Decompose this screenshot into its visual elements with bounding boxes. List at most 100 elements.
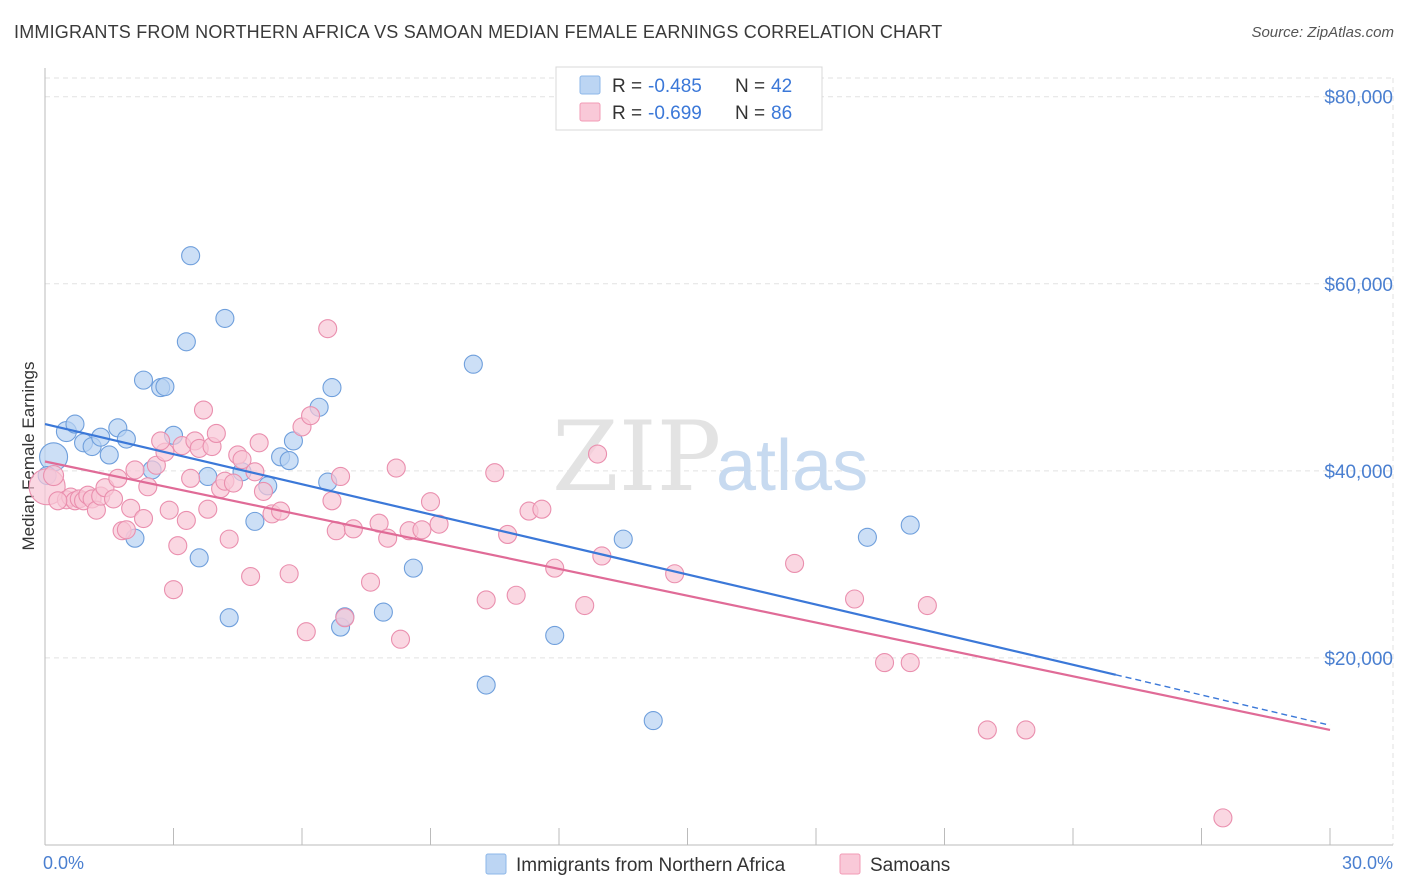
point-samoans xyxy=(206,423,226,443)
point-samoans xyxy=(917,595,937,616)
x-tick-label: 0.0% xyxy=(43,853,84,873)
point-samoans xyxy=(429,514,449,534)
point-samoans xyxy=(785,553,805,574)
point-samoans xyxy=(219,529,239,549)
point-samoans xyxy=(900,653,920,673)
y-tick-label: $80,000 xyxy=(1324,88,1393,109)
point-samoans xyxy=(343,519,363,539)
legend-n-value-immigrants: 42 xyxy=(771,76,792,97)
bottom-legend-swatch-immigrants xyxy=(485,853,507,875)
bottom-legend-samoans: Samoans xyxy=(870,855,950,876)
point-samoans xyxy=(198,499,218,519)
legend-swatch-samoans xyxy=(579,102,601,122)
point-samoans xyxy=(138,477,158,497)
y-tick-label: $60,000 xyxy=(1324,275,1393,296)
series-samoans-points xyxy=(28,319,1233,828)
point-immigrants xyxy=(155,377,175,397)
y-axis-label: Median Female Earnings xyxy=(19,362,38,551)
legend-r-value-immigrants: -0.485 xyxy=(648,76,702,97)
trend-line-immigrants xyxy=(44,423,1117,676)
point-immigrants xyxy=(133,370,154,390)
point-samoans xyxy=(121,498,141,518)
watermark-atlas: atlas xyxy=(716,426,868,506)
point-samoans xyxy=(330,466,351,487)
point-samoans xyxy=(279,564,299,584)
point-samoans xyxy=(476,590,496,610)
point-samoans xyxy=(1016,720,1036,740)
point-samoans xyxy=(322,491,342,511)
point-immigrants xyxy=(322,378,342,398)
point-immigrants xyxy=(373,602,393,622)
point-immigrants xyxy=(857,527,877,547)
point-samoans xyxy=(318,319,338,339)
point-immigrants xyxy=(476,675,496,695)
point-samoans xyxy=(159,500,179,520)
grid-lines xyxy=(45,77,1394,845)
point-immigrants xyxy=(176,332,196,352)
point-samoans xyxy=(420,492,441,512)
point-immigrants xyxy=(99,445,119,465)
point-immigrants xyxy=(463,354,483,374)
point-immigrants xyxy=(900,515,920,535)
point-samoans xyxy=(48,491,68,511)
point-immigrants xyxy=(181,246,201,266)
point-samoans xyxy=(125,460,145,480)
point-immigrants xyxy=(215,308,235,328)
legend-n-value-samoans: 86 xyxy=(771,103,792,124)
point-samoans xyxy=(360,572,381,592)
point-samoans xyxy=(1213,808,1233,828)
point-samoans xyxy=(296,622,316,642)
point-immigrants xyxy=(219,608,239,628)
point-immigrants xyxy=(245,511,265,531)
point-samoans xyxy=(168,536,188,556)
point-immigrants xyxy=(613,529,633,549)
point-samoans xyxy=(116,520,136,540)
point-immigrants xyxy=(279,451,299,471)
point-samoans xyxy=(977,720,997,740)
point-immigrants xyxy=(65,414,85,434)
bottom-legend-swatch-samoans xyxy=(839,853,861,875)
point-samoans xyxy=(232,450,252,470)
y-tick-label: $40,000 xyxy=(1324,462,1393,483)
legend-n-label: N = xyxy=(735,103,765,124)
point-samoans xyxy=(532,499,552,519)
point-immigrants xyxy=(189,548,209,568)
point-immigrants xyxy=(643,711,663,731)
point-samoans xyxy=(133,509,154,529)
point-samoans xyxy=(181,468,201,488)
trend-line-immigrants-extension xyxy=(1115,674,1331,726)
point-samoans xyxy=(223,473,244,493)
point-samoans xyxy=(874,653,895,673)
source-credit: Source: ZipAtlas.com xyxy=(1251,24,1394,41)
legend-r-label: R = xyxy=(612,103,642,124)
point-samoans xyxy=(103,489,124,509)
point-samoans xyxy=(301,406,321,426)
y-tick-label: $20,000 xyxy=(1324,649,1393,670)
point-samoans xyxy=(485,463,505,483)
point-samoans xyxy=(176,510,196,530)
trend-lines xyxy=(44,423,1331,732)
point-samoans xyxy=(241,566,261,587)
point-samoans xyxy=(844,589,865,609)
point-samoans xyxy=(386,458,406,478)
legend-n-label: N = xyxy=(735,76,765,97)
legend-swatch-immigrants xyxy=(579,75,601,95)
trend-line-samoans xyxy=(44,460,1331,732)
point-samoans xyxy=(151,431,171,451)
point-samoans xyxy=(253,481,274,501)
legend-r-label: R = xyxy=(612,76,642,97)
point-samoans xyxy=(335,608,355,628)
legend-r-value-samoans: -0.699 xyxy=(648,103,702,124)
point-samoans xyxy=(575,595,595,616)
point-immigrants xyxy=(403,558,423,578)
point-samoans xyxy=(506,585,526,605)
point-immigrants xyxy=(545,625,565,646)
legend: R = -0.485 N = 42 R = -0.699 N = 86 xyxy=(555,66,823,131)
watermark-zip: ZIP xyxy=(552,401,721,513)
bottom-legend: Immigrants from Northern Africa Samoans xyxy=(485,853,950,876)
point-samoans xyxy=(193,400,214,420)
point-samoans xyxy=(412,520,432,540)
point-samoans xyxy=(163,580,184,600)
point-samoans xyxy=(587,444,608,464)
chart-title: IMMIGRANTS FROM NORTHERN AFRICA VS SAMOA… xyxy=(14,22,943,42)
